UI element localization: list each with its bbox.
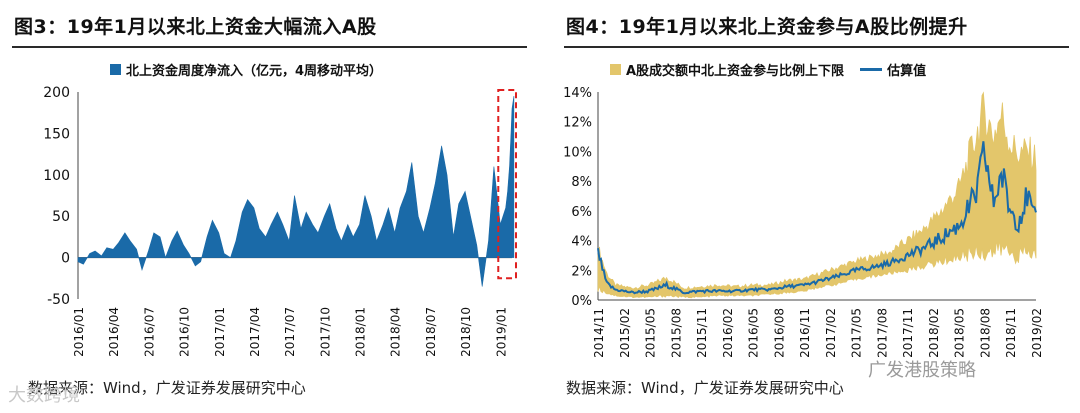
right-y-tick-label: 4% <box>571 235 592 250</box>
right-y-tick-label: 0% <box>571 294 592 309</box>
right-y-tick-label: 2% <box>571 264 592 279</box>
right-legend: A股成交额中北上资金参与比例上下限 估算值 <box>610 60 926 79</box>
left-x-tick-label: 2016/04 <box>107 307 121 357</box>
right-x-tick-label: 2017/08 <box>875 308 889 358</box>
left-x-tick-label: 2018/04 <box>389 307 403 357</box>
right-x-tick-label: 2018/08 <box>978 308 992 358</box>
left-y-tick-label: 150 <box>43 126 70 142</box>
right-x-tick-label: 2016/02 <box>721 308 735 358</box>
left-title-rule <box>12 46 527 48</box>
left-x-tick-label: 2019/01 <box>494 307 508 357</box>
right-x-tick-label: 2016/05 <box>747 308 761 358</box>
legend-label-estimate: 估算值 <box>887 64 927 79</box>
right-y-tick-label: 10% <box>563 145 592 160</box>
right-x-tick-label: 2015/11 <box>695 308 709 358</box>
right-y-tick-label: 14% <box>563 86 592 101</box>
right-x-tick-label: 2019/02 <box>1030 308 1044 358</box>
right-x-tick-label: 2015/08 <box>669 308 683 358</box>
right-x-tick-label: 2018/05 <box>953 308 967 358</box>
left-x-tick-label: 2018/07 <box>424 307 438 357</box>
left-y-tick-label: 200 <box>43 85 70 101</box>
left-x-tick-label: 2018/10 <box>459 307 473 357</box>
right-x-tick-label: 2017/05 <box>850 308 864 358</box>
left-y-tick-label: -50 <box>47 292 70 308</box>
left-legend: 北上资金周度净流入（亿元，4周移动平均） <box>110 60 382 79</box>
left-highlight-box <box>497 89 517 280</box>
left-chart-title: 图3：19年1月以来北上资金大幅流入A股 <box>14 16 377 38</box>
right-x-tick-label: 2015/02 <box>618 308 632 358</box>
right-x-tick-label: 2015/05 <box>644 308 658 358</box>
left-x-tick-label: 2017/10 <box>318 307 332 357</box>
left-y-tick-label: 100 <box>43 168 70 184</box>
left-x-tick-label: 2016/01 <box>72 307 86 357</box>
left-source-note: 数据来源：Wind，广发证券发展研究中心 <box>28 379 306 397</box>
left-inflow-area <box>77 96 515 287</box>
left-area-chart: -50 0 50 100 150 200 2016/01 2016/04 2016/07 2016… <box>43 85 517 357</box>
right-y-tick-label: 12% <box>563 116 592 131</box>
watermark-bottom-right: 广发港股策略 <box>868 360 976 381</box>
legend-swatch-range <box>610 64 621 75</box>
legend-label-inflow: 北上资金周度净流入（亿元，4周移动平均） <box>126 64 383 79</box>
left-x-tick-label: 2017/04 <box>248 307 262 357</box>
right-y-tick-label: 8% <box>571 175 592 190</box>
left-y-tick-label: 0 <box>61 251 70 267</box>
left-x-tick-label: 2018/01 <box>354 307 368 357</box>
right-source-note: 数据来源：Wind，广发证券发展研究中心 <box>566 379 844 397</box>
left-y-tick-label: 50 <box>52 209 70 225</box>
legend-swatch-estimate <box>860 68 883 71</box>
right-y-tick-label: 6% <box>571 205 592 220</box>
right-x-tick-label: 2017/02 <box>824 308 838 358</box>
left-x-tick-label: 2016/07 <box>142 307 156 357</box>
left-x-tick-label: 2016/10 <box>178 307 192 357</box>
legend-label-range: A股成交额中北上资金参与比例上下限 <box>626 64 845 79</box>
right-x-tick-label: 2016/08 <box>772 308 786 358</box>
right-x-tick-label: 2018/02 <box>927 308 941 358</box>
right-x-tick-label: 2014/11 <box>592 308 606 358</box>
right-x-tick-label: 2018/11 <box>1004 308 1018 358</box>
right-band-chart: 0% 2% 4% 6% 8% 10% 12% 14% 2014/11 2015/02 2015/05… <box>563 86 1044 358</box>
watermark-bottom-left: 大数跨境 <box>8 385 80 406</box>
right-chart-title: 图4：19年1月以来北上资金参与A股比例提升 <box>566 16 968 38</box>
right-estimate-line <box>597 141 1037 295</box>
right-x-tick-label: 2016/11 <box>798 308 812 358</box>
left-x-tick-label: 2017/01 <box>213 307 227 357</box>
left-x-tick-label: 2017/07 <box>283 307 297 357</box>
right-title-rule <box>564 46 1069 48</box>
right-x-tick-label: 2017/11 <box>901 308 915 358</box>
legend-swatch-inflow <box>110 64 121 75</box>
